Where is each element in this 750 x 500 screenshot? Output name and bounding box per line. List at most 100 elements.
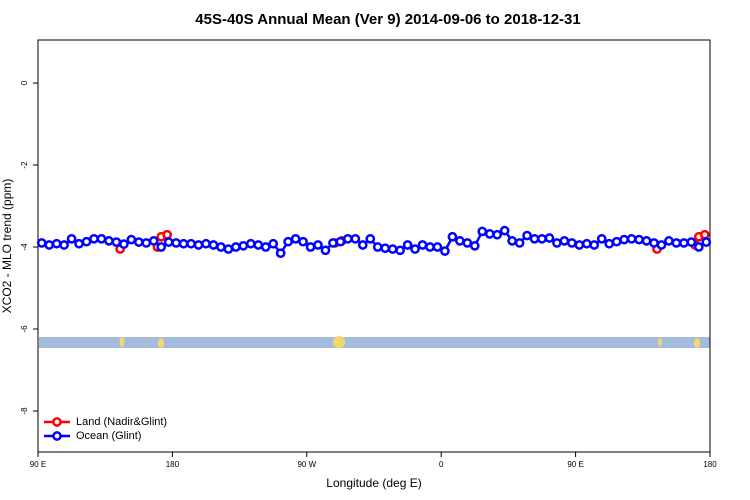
land-mask — [39, 336, 710, 348]
x-tick-label: 90 E — [567, 460, 583, 469]
point — [387, 244, 398, 254]
point — [260, 242, 271, 252]
x-tick-label: 90 W — [297, 460, 316, 469]
point — [440, 246, 450, 256]
point — [484, 229, 495, 239]
point — [283, 236, 293, 247]
point — [51, 238, 62, 249]
point — [417, 240, 428, 250]
point — [74, 238, 84, 249]
point — [119, 239, 129, 250]
point — [641, 236, 652, 246]
point — [552, 238, 562, 248]
point — [589, 240, 600, 250]
point — [238, 240, 249, 251]
point — [671, 238, 682, 248]
y-axis-label: XCO2 - MLO trend (ppm) — [0, 179, 14, 314]
point — [559, 236, 570, 246]
point — [529, 233, 540, 244]
chart-title: 45S-40S Annual Mean (Ver 9) 2014-09-06 t… — [195, 11, 580, 28]
point — [305, 242, 316, 252]
point — [253, 240, 264, 250]
land-blob — [158, 338, 164, 348]
point — [477, 226, 488, 237]
point — [395, 245, 405, 256]
point — [626, 233, 637, 244]
point — [66, 233, 77, 244]
point — [231, 242, 241, 252]
point — [178, 238, 189, 249]
point — [141, 238, 152, 248]
point — [686, 237, 697, 247]
point — [664, 236, 674, 246]
point — [163, 237, 174, 247]
point — [171, 238, 181, 248]
point — [656, 240, 667, 250]
legend-label: Land (Nadir&Glint) — [76, 416, 167, 428]
land-blob — [658, 338, 662, 346]
point — [611, 236, 622, 247]
y-tick-label: -6 — [20, 325, 29, 333]
point — [44, 240, 55, 250]
point — [223, 244, 234, 254]
point — [162, 229, 173, 240]
point — [268, 238, 279, 249]
point — [425, 242, 435, 252]
point — [634, 234, 644, 245]
point — [89, 233, 99, 244]
point — [350, 233, 361, 244]
y-tick-label: 0 — [20, 80, 29, 85]
point — [507, 236, 517, 246]
point — [208, 240, 219, 250]
point — [581, 238, 592, 249]
point — [701, 237, 712, 247]
point — [544, 233, 555, 243]
y-tick-label: -8 — [20, 407, 29, 415]
point — [111, 237, 122, 247]
point — [432, 242, 443, 252]
land-blob — [119, 337, 125, 347]
point — [596, 233, 607, 244]
point — [604, 238, 615, 249]
point — [462, 238, 473, 248]
point — [126, 234, 137, 245]
x-tick-label: 90 E — [30, 460, 46, 469]
point — [201, 238, 211, 249]
point — [343, 233, 353, 244]
point — [36, 238, 47, 248]
x-tick-label: 0 — [439, 460, 444, 469]
point — [104, 236, 114, 246]
legend-label: Ocean (Glint) — [76, 430, 141, 442]
land-band — [39, 337, 710, 348]
point — [290, 233, 301, 244]
point — [59, 240, 69, 250]
point — [320, 245, 331, 256]
point — [335, 236, 346, 247]
legend-marker — [52, 417, 62, 427]
point — [699, 229, 710, 240]
x-tick-label: 180 — [703, 460, 717, 469]
point — [447, 231, 458, 242]
land-blob — [333, 336, 345, 348]
point — [567, 238, 577, 248]
point — [455, 236, 465, 246]
point — [148, 236, 159, 246]
point — [469, 240, 480, 251]
point — [574, 240, 585, 250]
point — [402, 240, 413, 250]
point — [245, 238, 256, 249]
point — [328, 238, 338, 248]
point — [499, 225, 510, 236]
point — [193, 240, 204, 250]
point — [410, 244, 420, 254]
x-tick-label: 180 — [166, 460, 180, 469]
point — [357, 240, 368, 250]
point — [186, 238, 196, 249]
y-tick-label: -4 — [20, 243, 29, 251]
point — [693, 242, 704, 252]
point — [537, 233, 547, 244]
point — [372, 242, 383, 252]
point — [522, 230, 532, 241]
point — [492, 229, 503, 240]
